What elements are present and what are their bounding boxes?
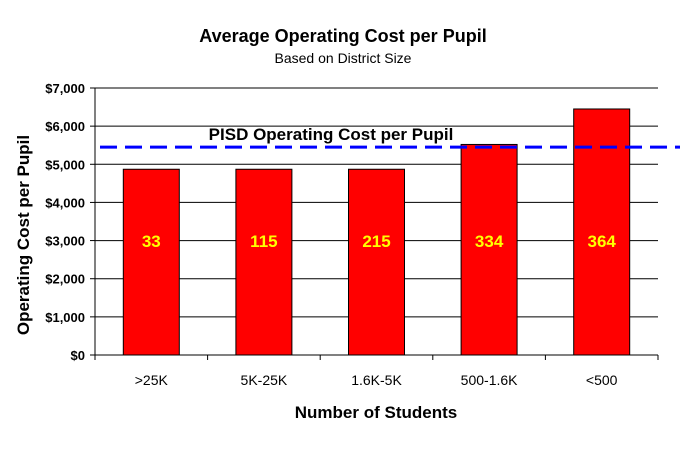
y-tick-label: $0 bbox=[71, 348, 85, 363]
y-tick-label: $1,000 bbox=[45, 310, 85, 325]
x-tick-label: <500 bbox=[586, 372, 618, 388]
bar-data-label: 334 bbox=[475, 232, 504, 251]
chart-title: Average Operating Cost per Pupil bbox=[199, 26, 486, 46]
y-axis-label: Operating Cost per Pupil bbox=[14, 135, 33, 335]
y-tick-label: $5,000 bbox=[45, 157, 85, 172]
y-tick-label: $2,000 bbox=[45, 272, 85, 287]
bar-data-label: 215 bbox=[362, 232, 390, 251]
y-tick-label: $6,000 bbox=[45, 119, 85, 134]
bar bbox=[348, 168, 405, 356]
bar bbox=[235, 168, 293, 356]
y-tick-label: $7,000 bbox=[45, 81, 85, 96]
x-tick-label: >25K bbox=[135, 372, 169, 388]
bar bbox=[122, 168, 180, 356]
chart-subtitle: Based on District Size bbox=[275, 50, 412, 66]
y-tick-label: $3,000 bbox=[45, 234, 85, 249]
x-tick-label: 500-1.6K bbox=[461, 372, 518, 388]
x-tick-label: 5K-25K bbox=[241, 372, 288, 388]
y-tick-label: $4,000 bbox=[45, 195, 85, 210]
bar-data-label: 364 bbox=[588, 232, 617, 251]
x-axis-label: Number of Students bbox=[295, 403, 457, 422]
reference-line-label: PISD Operating Cost per Pupil bbox=[209, 125, 454, 144]
bar-data-label: 115 bbox=[250, 232, 277, 251]
bar-data-label: 33 bbox=[142, 232, 161, 251]
x-tick-label: 1.6K-5K bbox=[351, 372, 402, 388]
bar bbox=[573, 108, 631, 356]
